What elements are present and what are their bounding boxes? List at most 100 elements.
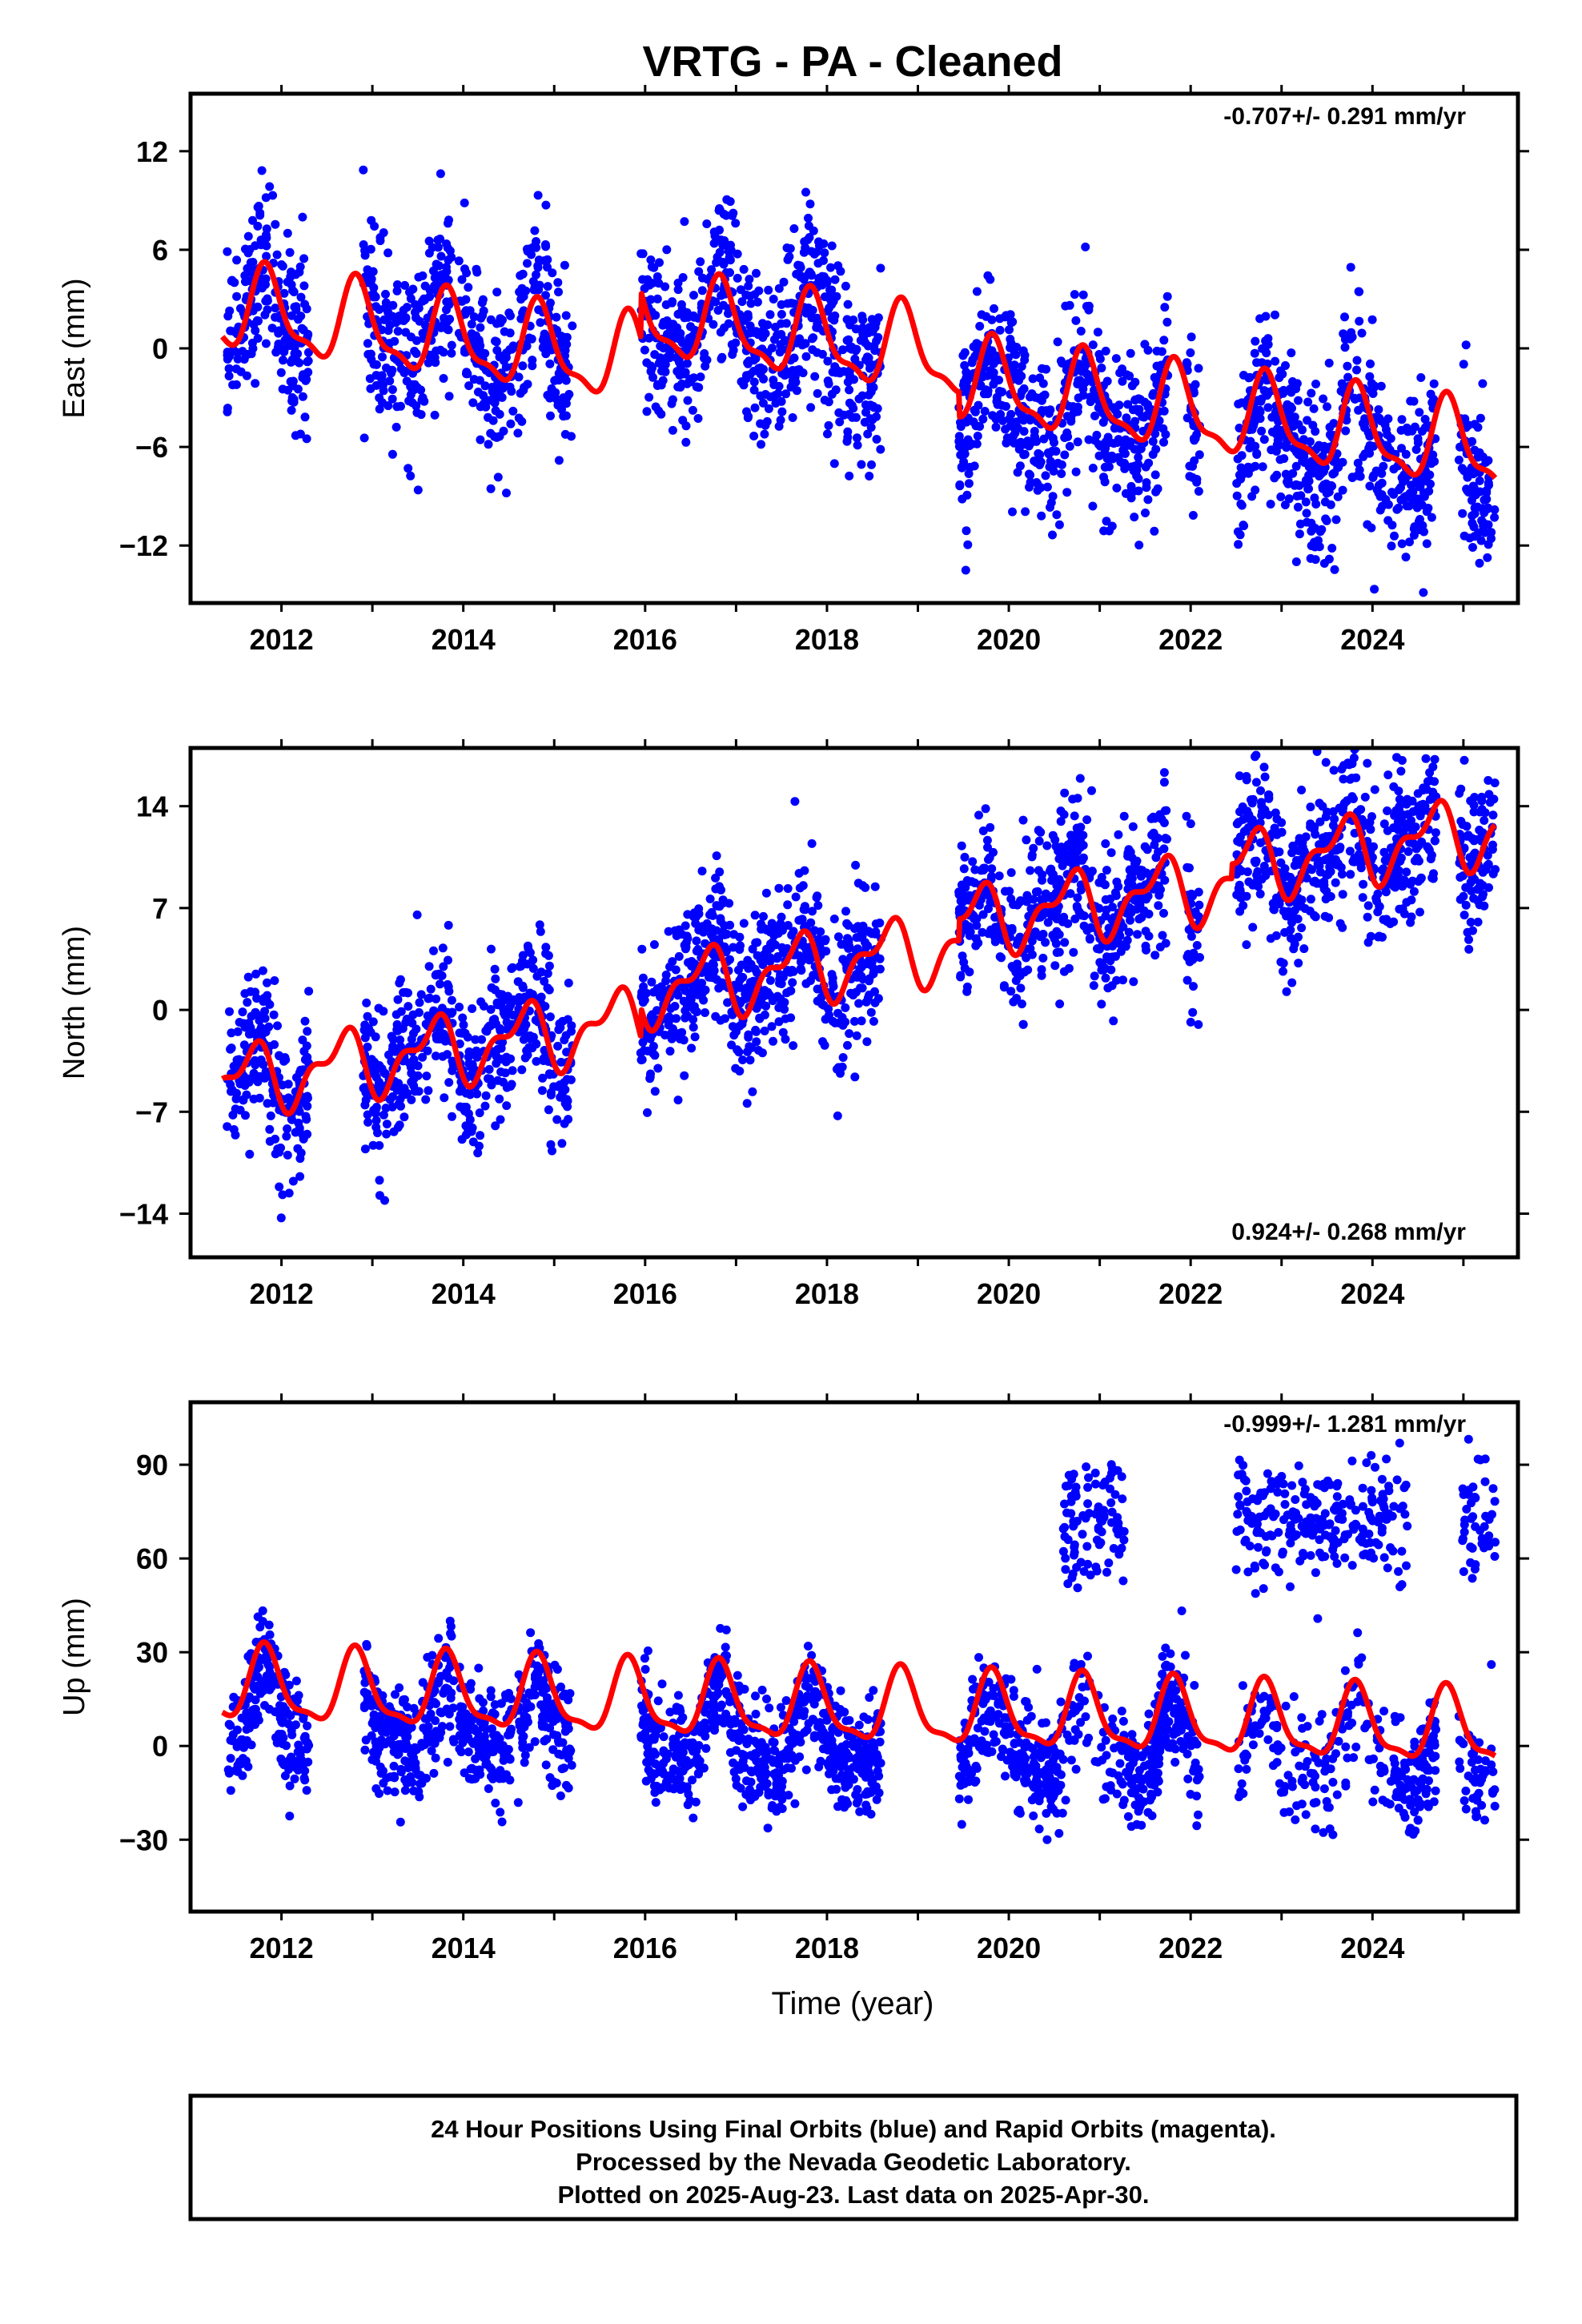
data-point xyxy=(813,323,823,332)
data-point xyxy=(1189,388,1199,398)
data-point xyxy=(1155,943,1165,952)
data-point xyxy=(371,1103,381,1112)
data-point xyxy=(833,1111,842,1120)
data-point xyxy=(696,372,705,382)
data-point xyxy=(534,255,544,265)
data-point xyxy=(1038,930,1048,939)
data-point xyxy=(1279,959,1288,968)
data-point xyxy=(271,219,280,229)
data-point xyxy=(1310,911,1319,920)
data-point xyxy=(399,987,408,997)
data-point xyxy=(1355,472,1365,481)
data-point xyxy=(999,983,1009,992)
data-point xyxy=(671,332,681,341)
data-point xyxy=(677,379,687,388)
data-point xyxy=(1383,500,1393,509)
data-point xyxy=(523,259,532,268)
data-point xyxy=(1416,373,1426,382)
data-point xyxy=(737,1019,747,1029)
data-point xyxy=(1060,433,1070,442)
data-point xyxy=(1054,520,1064,529)
data-point xyxy=(853,433,861,443)
data-point xyxy=(774,1017,784,1027)
data-point xyxy=(375,233,385,243)
data-point xyxy=(1329,766,1339,775)
data-point xyxy=(763,987,773,997)
data-point xyxy=(378,398,387,408)
data-point xyxy=(261,339,271,348)
data-point xyxy=(394,1079,404,1088)
data-point xyxy=(1122,413,1131,423)
data-point xyxy=(705,923,715,933)
data-point xyxy=(1143,400,1152,409)
data-point xyxy=(791,892,801,902)
data-point xyxy=(805,199,815,209)
data-point xyxy=(715,867,725,877)
data-point xyxy=(1352,356,1362,365)
data-point xyxy=(1126,908,1136,918)
data-point xyxy=(769,1036,777,1046)
data-point xyxy=(989,847,998,857)
data-point xyxy=(359,165,368,175)
data-point xyxy=(249,1068,259,1078)
data-point xyxy=(776,1000,785,1010)
data-point xyxy=(1094,944,1104,954)
data-point xyxy=(766,923,776,932)
data-point xyxy=(734,1047,744,1057)
data-point xyxy=(1134,452,1143,462)
data-point xyxy=(876,263,885,273)
data-point xyxy=(1285,884,1295,893)
data-point xyxy=(1365,372,1375,381)
data-point xyxy=(393,995,403,1004)
data-point xyxy=(1355,850,1363,859)
data-point xyxy=(532,1056,541,1066)
data-point xyxy=(546,298,555,308)
data-point xyxy=(555,1080,564,1090)
data-point xyxy=(774,883,784,893)
data-point xyxy=(1235,907,1245,916)
data-point xyxy=(484,1074,492,1084)
data-point xyxy=(835,417,845,427)
data-point xyxy=(972,914,982,923)
data-point xyxy=(558,1016,568,1026)
data-point xyxy=(228,380,238,390)
data-point xyxy=(1018,416,1028,425)
data-point xyxy=(646,295,656,304)
data-point xyxy=(456,1102,465,1112)
data-point xyxy=(1257,394,1267,404)
data-point xyxy=(1257,875,1267,884)
data-point xyxy=(666,1003,676,1013)
data-point xyxy=(473,1148,483,1158)
data-point xyxy=(1300,904,1310,913)
data-point xyxy=(963,540,973,549)
data-point xyxy=(823,356,833,366)
data-point xyxy=(1425,768,1435,778)
data-point xyxy=(484,412,492,422)
data-point xyxy=(726,246,736,255)
data-point xyxy=(1186,931,1196,941)
data-point xyxy=(650,1087,660,1096)
data-point xyxy=(1407,496,1417,505)
data-point xyxy=(1392,753,1401,762)
data-point xyxy=(396,364,406,374)
data-point xyxy=(648,1048,658,1058)
data-point xyxy=(1150,840,1159,850)
data-point xyxy=(261,296,271,306)
data-point xyxy=(1134,541,1144,550)
data-point xyxy=(508,406,518,416)
data-point xyxy=(749,432,759,440)
data-point xyxy=(691,919,701,928)
data-point xyxy=(1054,458,1062,468)
data-point xyxy=(299,254,309,263)
data-point xyxy=(391,1010,401,1019)
data-point xyxy=(1252,448,1262,458)
data-point xyxy=(491,394,500,404)
data-point xyxy=(487,944,496,954)
data-point xyxy=(830,1018,840,1027)
data-point xyxy=(1054,947,1064,957)
data-point xyxy=(1475,826,1484,834)
data-point xyxy=(1186,819,1195,829)
data-point xyxy=(970,407,980,416)
data-point xyxy=(480,348,490,358)
data-point xyxy=(1043,918,1053,927)
